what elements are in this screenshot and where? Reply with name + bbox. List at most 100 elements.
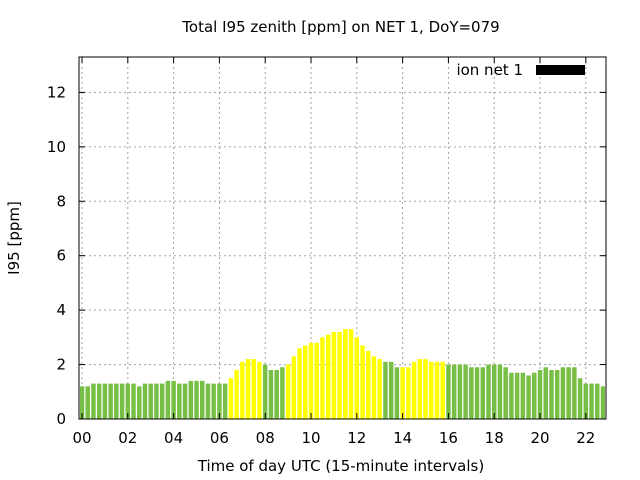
plot-frame bbox=[78, 56, 607, 420]
x-tick-label: 12 bbox=[347, 429, 366, 447]
bar bbox=[486, 364, 491, 419]
bar bbox=[96, 383, 102, 419]
bar bbox=[325, 334, 331, 419]
bar bbox=[371, 356, 377, 419]
y-tick-label: 2 bbox=[56, 356, 66, 374]
bar bbox=[572, 367, 577, 419]
x-tick-label: 10 bbox=[301, 429, 320, 447]
bar bbox=[434, 361, 440, 419]
y-axis-label: I95 [ppm] bbox=[5, 201, 23, 275]
y-tick-labels: 0 2 4 6 8 10 12 bbox=[47, 83, 66, 428]
bar bbox=[199, 380, 205, 419]
bar bbox=[480, 367, 486, 419]
bar bbox=[297, 348, 302, 419]
bar bbox=[463, 364, 468, 419]
bar bbox=[440, 361, 445, 419]
bar bbox=[417, 359, 423, 419]
legend-label: ion net 1 bbox=[456, 61, 523, 79]
bar bbox=[509, 372, 514, 419]
bar bbox=[291, 356, 297, 419]
bar bbox=[240, 361, 245, 419]
bar bbox=[446, 364, 451, 419]
x-tick-label: 02 bbox=[118, 429, 137, 447]
bar bbox=[566, 367, 571, 419]
bar bbox=[600, 386, 605, 419]
bar bbox=[222, 383, 228, 419]
bar bbox=[108, 383, 113, 419]
bar bbox=[520, 372, 526, 419]
bar bbox=[165, 380, 171, 419]
x-tick-label: 22 bbox=[576, 429, 595, 447]
bar bbox=[314, 342, 319, 419]
bar bbox=[503, 367, 508, 419]
bar bbox=[234, 370, 239, 419]
y-tick-label: 6 bbox=[56, 247, 66, 265]
bar bbox=[245, 359, 251, 419]
x-tick-label: 04 bbox=[164, 429, 183, 447]
bar bbox=[497, 364, 503, 419]
bar bbox=[268, 370, 274, 419]
bar bbox=[303, 345, 308, 419]
bar bbox=[320, 337, 325, 419]
legend: ion net 1 bbox=[456, 61, 585, 79]
bar bbox=[171, 380, 176, 419]
bar bbox=[257, 361, 262, 419]
bar bbox=[377, 359, 382, 419]
bar bbox=[388, 361, 394, 419]
y-tick-label: 10 bbox=[47, 138, 66, 156]
bar-series bbox=[80, 329, 605, 419]
y-tick-label: 12 bbox=[47, 83, 66, 101]
bar bbox=[383, 361, 388, 419]
bar bbox=[228, 378, 234, 419]
bar bbox=[159, 383, 165, 419]
bar bbox=[526, 375, 531, 419]
grid-lines bbox=[79, 57, 606, 419]
x-tick-label: 08 bbox=[256, 429, 275, 447]
bar bbox=[469, 367, 474, 419]
bar bbox=[549, 370, 554, 419]
x-tick-label: 00 bbox=[72, 429, 91, 447]
y-tick-label: 8 bbox=[56, 192, 66, 210]
bar bbox=[394, 367, 400, 419]
bar bbox=[131, 383, 136, 419]
bar bbox=[80, 386, 85, 419]
x-tick-label: 06 bbox=[210, 429, 229, 447]
y-tick-label: 0 bbox=[56, 410, 66, 428]
bar bbox=[114, 383, 119, 419]
bar bbox=[451, 364, 457, 419]
bar bbox=[354, 337, 360, 419]
bar bbox=[91, 383, 96, 419]
bar bbox=[154, 383, 159, 419]
bar bbox=[308, 342, 314, 419]
bar bbox=[194, 380, 199, 419]
bar bbox=[554, 370, 560, 419]
bar bbox=[343, 329, 348, 419]
bar bbox=[348, 329, 354, 419]
bar bbox=[360, 345, 365, 419]
bar bbox=[177, 383, 182, 419]
legend-swatch bbox=[536, 65, 585, 75]
bar bbox=[85, 386, 90, 419]
x-tick-labels: 00 02 04 06 08 10 12 14 16 18 20 22 bbox=[72, 429, 595, 447]
x-tick-label: 16 bbox=[439, 429, 458, 447]
bar bbox=[331, 331, 337, 419]
bar bbox=[337, 331, 342, 419]
bar bbox=[205, 383, 211, 419]
bar bbox=[577, 378, 583, 419]
bar bbox=[474, 367, 480, 419]
bar bbox=[251, 359, 256, 419]
bar bbox=[102, 383, 108, 419]
bar bbox=[429, 361, 434, 419]
bar bbox=[262, 364, 268, 419]
bar bbox=[148, 383, 153, 419]
bar bbox=[137, 386, 142, 419]
bar bbox=[280, 367, 285, 419]
bar bbox=[274, 370, 279, 419]
x-axis-label: Time of day UTC (15-minute intervals) bbox=[197, 457, 484, 475]
y-tick-label: 4 bbox=[56, 301, 66, 319]
bar bbox=[366, 350, 371, 419]
bar bbox=[411, 361, 417, 419]
bar bbox=[125, 383, 131, 419]
axis-ticks bbox=[79, 57, 606, 420]
chart-title: Total I95 zenith [ppm] on NET 1, DoY=079 bbox=[181, 18, 499, 36]
